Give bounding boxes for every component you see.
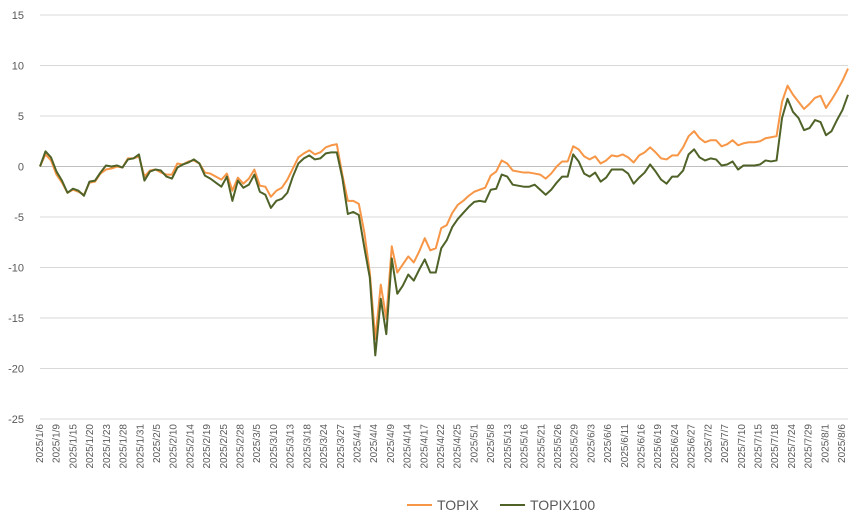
legend-label-topix: TOPIX	[437, 497, 479, 513]
x-tick-label: 2025/8/6	[837, 424, 848, 463]
x-tick-label: 2025/5/13	[503, 424, 514, 469]
y-tick-label: 0	[18, 162, 24, 174]
x-tick-label: 2025/4/25	[453, 424, 464, 469]
y-axis-ticks: 15 10 5 0 -5 -10 -15 -20 -25	[8, 10, 24, 426]
x-tick-label: 2025/6/3	[586, 424, 597, 463]
x-tick-label: 2025/2/19	[202, 424, 213, 469]
x-tick-label: 2025/2/14	[185, 424, 196, 469]
x-tick-label: 2025/6/11	[620, 424, 631, 468]
x-tick-label: 2025/1/23	[102, 424, 113, 469]
series-lines	[39, 68, 849, 357]
x-tick-label: 2025/2/28	[236, 424, 247, 469]
series-line-topix100	[39, 94, 849, 357]
x-tick-label: 2025/6/27	[687, 424, 698, 469]
x-tick-label: 2025/6/19	[653, 424, 664, 469]
x-tick-label: 2025/5/29	[570, 424, 581, 469]
x-tick-label: 2025/7/2	[703, 424, 714, 463]
x-tick-label: 2025/3/10	[269, 424, 280, 469]
x-tick-label: 2025/4/9	[386, 424, 397, 463]
x-tick-label: 2025/3/13	[286, 424, 297, 469]
y-tick-label: 5	[18, 111, 24, 123]
x-tick-label: 2025/4/14	[403, 424, 414, 469]
gridlines	[40, 14, 848, 420]
y-tick-label: -10	[8, 263, 24, 275]
x-tick-label: 2025/6/16	[637, 424, 648, 469]
series-line-topix	[39, 68, 849, 341]
x-tick-label: 2025/6/24	[670, 424, 681, 469]
x-tick-label: 2025/7/10	[737, 424, 748, 469]
x-tick-label: 2025/7/18	[770, 424, 781, 469]
x-tick-label: 2025/7/29	[804, 424, 815, 469]
y-tick-label: -15	[8, 313, 24, 325]
x-tick-label: 2025/5/26	[553, 424, 564, 469]
y-tick-label: -5	[14, 212, 24, 224]
x-tick-label: 2025/4/22	[436, 424, 447, 469]
x-axis-ticks: 2025/1/6 2025/1/9 2025/1/15 2025/1/20 2025/1…	[35, 424, 848, 469]
x-tick-label: 2025/2/25	[219, 424, 230, 469]
x-tick-label: 2025/5/21	[536, 424, 547, 469]
x-tick-label: 2025/5/1	[469, 424, 480, 463]
x-tick-label: 2025/5/16	[520, 424, 531, 469]
x-tick-label: 2025/3/27	[336, 424, 347, 469]
x-tick-label: 2025/8/1	[820, 424, 831, 463]
x-tick-label: 2025/1/28	[119, 424, 130, 469]
x-tick-label: 2025/6/6	[603, 424, 614, 463]
y-tick-label: -20	[8, 364, 24, 376]
x-tick-label: 2025/4/1	[352, 424, 363, 463]
x-tick-label: 2025/7/7	[720, 424, 731, 463]
x-tick-label: 2025/7/15	[753, 424, 764, 469]
x-tick-label: 2025/1/15	[68, 424, 79, 469]
x-tick-label: 2025/1/31	[135, 424, 146, 469]
legend: TOPIX TOPIX100	[407, 497, 595, 513]
x-tick-label: 2025/5/8	[486, 424, 497, 463]
legend-label-topix100: TOPIX100	[530, 497, 595, 513]
x-tick-label: 2025/1/9	[52, 424, 63, 463]
y-tick-label: 10	[12, 61, 24, 73]
x-tick-label: 2025/4/17	[419, 424, 430, 469]
x-tick-label: 2025/3/24	[319, 424, 330, 469]
x-tick-label: 2025/4/4	[369, 424, 380, 463]
x-tick-label: 2025/3/18	[302, 424, 313, 469]
y-tick-label: -25	[8, 414, 24, 426]
x-tick-label: 2025/7/24	[787, 424, 798, 469]
y-tick-label: 15	[12, 10, 24, 22]
x-tick-label: 2025/2/10	[169, 424, 180, 469]
x-tick-label: 2025/2/5	[152, 424, 163, 463]
x-tick-label: 2025/3/5	[252, 424, 263, 463]
x-tick-label: 2025/1/20	[85, 424, 96, 469]
x-tick-label: 2025/1/6	[35, 424, 46, 463]
